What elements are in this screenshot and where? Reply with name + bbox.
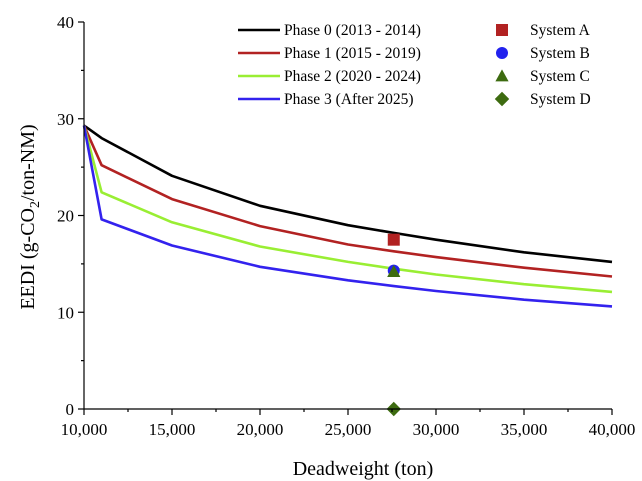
y-tick-label: 10 [57,303,74,322]
series-line-phase-1 [82,124,613,278]
x-tick-label: 30,000 [413,420,460,439]
legend-marker-system-d [494,91,510,107]
y-axis-title-subscript: 2 [28,201,43,208]
legend: Phase 0 (2013 - 2014) Phase 1 (2015 - 201… [238,22,591,108]
legend-marker-system-c [495,69,509,82]
series-line-phase-2 [82,125,613,294]
x-tick-label: 35,000 [501,420,548,439]
legend-label-phase-1: Phase 1 (2015 - 2019) [284,45,421,62]
x-tick-label: 40,000 [589,420,636,439]
y-tick-label: 40 [57,13,74,32]
x-tick-label: 15,000 [149,420,196,439]
legend-label-system-d: System D [530,91,591,108]
legend-marker-system-a [496,24,508,36]
legend-marker-system-b [496,47,508,59]
x-tick-label: 20,000 [237,420,284,439]
y-tick-label: 20 [57,207,74,226]
legend-label-phase-3: Phase 3 (After 2025) [284,91,414,108]
y-tick-label: 30 [57,110,74,129]
legend-label-system-b: System B [530,45,590,62]
y-axis-title-tail: /ton-NM) [17,124,39,201]
legend-label-system-c: System C [530,68,590,85]
legend-label-phase-2: Phase 2 (2020 - 2024) [284,68,421,85]
legend-label-phase-0: Phase 0 (2013 - 2014) [284,22,421,39]
x-tick-label: 25,000 [325,420,372,439]
system-marker-c [387,265,401,278]
y-tick-label: 0 [66,400,75,419]
axes: 0 10 20 30 40 10,000 15,000 20,000 25,000 30,000 3… [57,13,635,439]
x-tick-label: 10,000 [61,420,108,439]
system-marker-a [387,233,400,246]
y-axis-title: EEDI (g-CO2/ton-NM) [17,124,43,309]
series-line-phase-3 [82,125,613,308]
plot-marks [82,124,613,417]
series-line-phase-0 [83,124,613,264]
x-axis-title: Deadweight (ton) [293,458,434,480]
legend-label-system-a: System A [530,22,591,39]
y-axis-title-main: EEDI (g-CO [17,208,39,310]
